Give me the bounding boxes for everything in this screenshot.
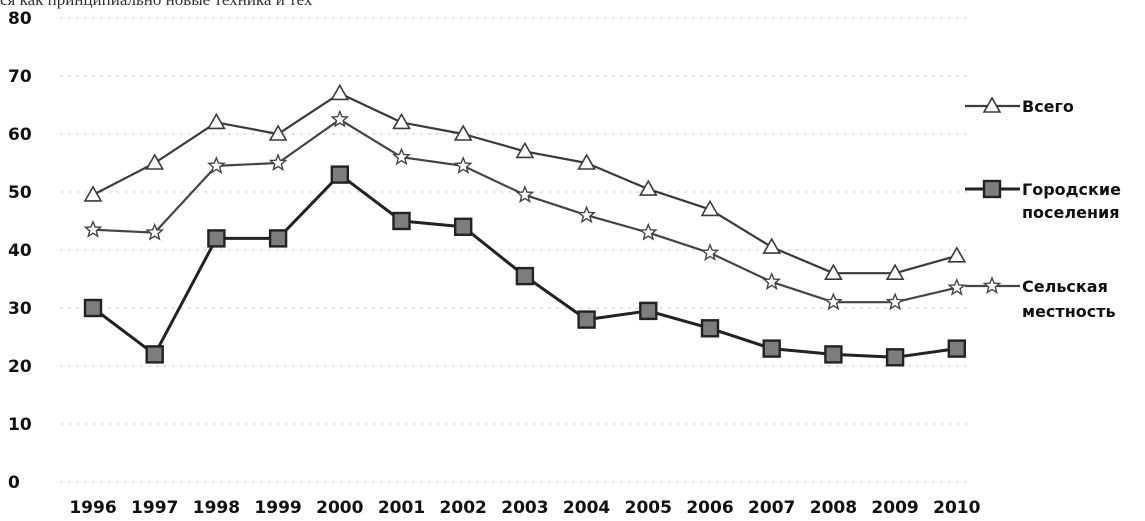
x-tick-label: 2007 — [748, 498, 795, 518]
data-point — [823, 292, 843, 311]
data-point — [885, 263, 905, 281]
legend-label: местность — [1022, 302, 1116, 321]
x-tick-label: 1998 — [193, 498, 240, 518]
data-point — [330, 165, 349, 184]
data-point — [577, 205, 597, 224]
y-tick-label: 0 — [8, 473, 20, 493]
data-point — [83, 219, 103, 238]
data-point — [145, 345, 164, 364]
legend-marker — [982, 179, 1002, 199]
data-point — [947, 246, 967, 263]
y-tick-label: 40 — [8, 241, 32, 261]
legend-label: Всего — [1022, 97, 1074, 116]
data-point — [454, 217, 473, 237]
x-tick-label: 2009 — [871, 498, 918, 518]
x-tick-label: 2004 — [563, 498, 610, 518]
data-point — [824, 263, 843, 281]
y-axis: 0 10 20 30 40 50 60 70 80 — [8, 9, 32, 493]
legend-item-2: Городские поселения — [965, 179, 1121, 222]
data-point — [392, 211, 411, 231]
data-point — [515, 185, 535, 203]
y-tick-label: 20 — [8, 357, 32, 377]
x-tick-label: 2001 — [378, 498, 425, 518]
x-tick-label: 2003 — [501, 498, 548, 518]
data-point — [762, 272, 782, 290]
series-1 — [83, 83, 967, 281]
data-point — [330, 83, 350, 101]
data-point — [268, 124, 288, 141]
legend-item-3: Сельская местность — [965, 276, 1116, 321]
legend-marker — [982, 96, 1002, 113]
y-tick-label: 60 — [8, 125, 32, 145]
data-point — [83, 298, 103, 318]
data-point — [577, 310, 596, 329]
data-point — [207, 229, 226, 248]
legend-item-1: Всего — [965, 96, 1074, 116]
data-point — [700, 199, 720, 217]
y-tick-label: 80 — [8, 9, 32, 29]
y-tick-label: 70 — [8, 67, 32, 87]
data-point — [700, 243, 720, 261]
data-point — [824, 345, 843, 364]
header-text-fragment: ся как принципиально новые техника и тех — [0, 0, 1145, 10]
x-tick-label: 1996 — [69, 498, 116, 518]
data-point — [638, 179, 658, 196]
data-point — [639, 301, 658, 321]
x-tick-label: 2005 — [625, 498, 672, 518]
x-tick-label: 2002 — [440, 498, 487, 518]
legend-label: Сельская — [1022, 277, 1108, 296]
data-point — [947, 277, 967, 296]
x-tick-label: 2000 — [316, 498, 363, 518]
data-point — [392, 147, 411, 166]
series-3 — [83, 109, 967, 311]
x-tick-label: 1997 — [131, 498, 178, 518]
chart-grid — [60, 17, 970, 483]
series-line — [92, 173, 958, 359]
data-point — [947, 339, 966, 358]
data-point — [330, 109, 350, 128]
data-point — [268, 229, 288, 248]
x-axis: 1996 1997 1998 1999 2000 2001 2002 2003 2004 2005… — [69, 498, 980, 518]
legend-marker — [982, 276, 1002, 295]
data-point — [700, 319, 720, 338]
x-tick-label: 1999 — [254, 498, 301, 518]
data-point — [145, 153, 165, 170]
data-point — [515, 266, 535, 286]
y-tick-label: 50 — [8, 183, 32, 203]
chart-legend: Всего Городские поселения Сельская местность — [965, 96, 1121, 321]
data-point — [885, 292, 905, 311]
data-point — [515, 141, 535, 159]
legend-label: Городские — [1022, 180, 1121, 199]
data-point — [638, 222, 658, 241]
x-tick-label: 2008 — [810, 498, 857, 518]
y-tick-label: 30 — [8, 299, 32, 319]
x-tick-label: 2006 — [686, 498, 733, 518]
data-point — [206, 156, 226, 174]
data-point — [885, 348, 905, 367]
x-tick-label: 2010 — [933, 498, 980, 518]
legend-label: поселения — [1022, 203, 1120, 222]
data-point — [453, 156, 473, 174]
y-tick-label: 10 — [8, 415, 32, 435]
chart-series — [83, 83, 967, 367]
data-point — [453, 124, 473, 141]
data-point — [268, 153, 288, 172]
data-point — [83, 185, 103, 202]
data-point — [762, 339, 781, 358]
data-point — [577, 153, 596, 170]
data-point — [145, 222, 165, 241]
data-point — [762, 237, 782, 254]
series-2 — [83, 165, 966, 367]
data-point — [392, 112, 411, 130]
data-point — [207, 112, 226, 130]
